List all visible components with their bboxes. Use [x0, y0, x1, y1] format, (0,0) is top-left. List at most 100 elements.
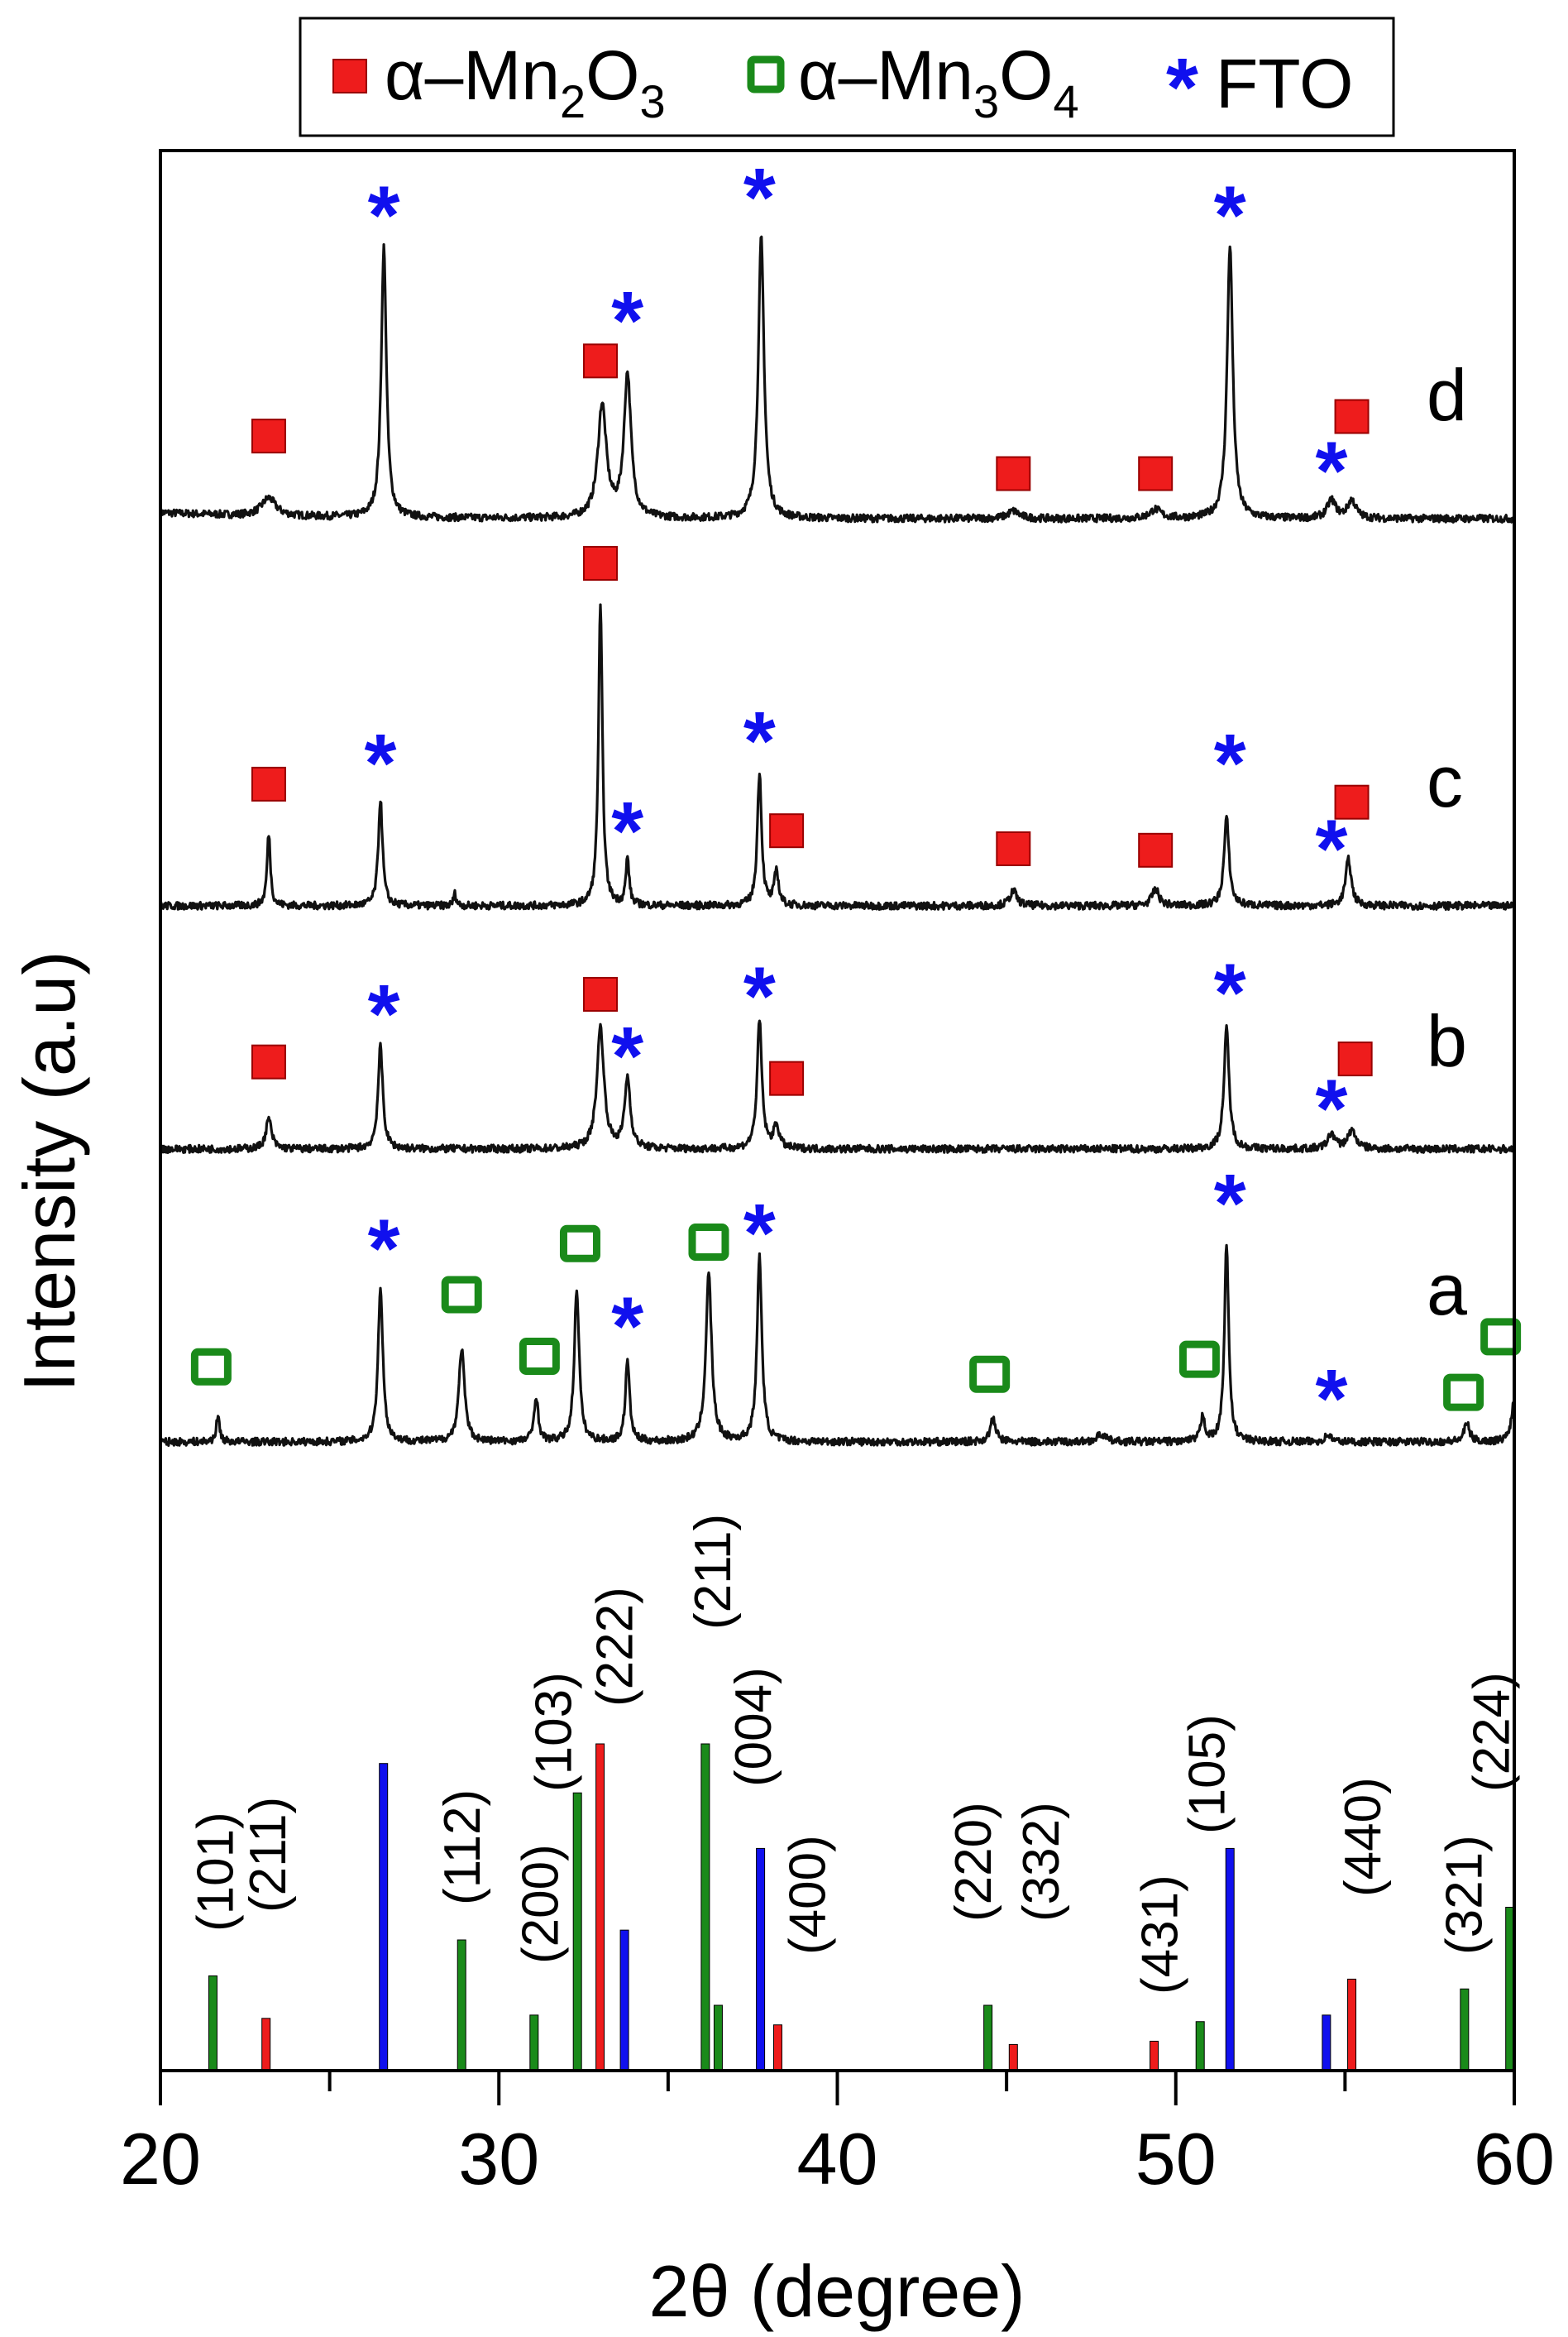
legend: α–Mn2O3 α–Mn3O4 * FTO — [299, 17, 1395, 137]
mn3o4-marker — [1480, 1318, 1522, 1356]
reference-label: (440) — [1335, 1777, 1392, 1897]
fto-star-marker: * — [743, 151, 776, 244]
reference-bar-mn3o4 — [572, 1792, 582, 2071]
reference-label: (431) — [1131, 1875, 1188, 1995]
reference-label: (200) — [512, 1844, 569, 1964]
mn2o3-marker — [1334, 784, 1370, 820]
fto-star-marker: * — [743, 695, 776, 788]
reference-label: (222) — [586, 1587, 643, 1707]
fto-star-marker: * — [1316, 1063, 1348, 1156]
reference-label: (101) — [188, 1812, 245, 1932]
fto-star-marker: * — [1316, 1353, 1348, 1445]
mn2o3-marker — [251, 1044, 286, 1080]
mn2o3-marker — [769, 813, 805, 849]
x-tick-label: 40 — [797, 2118, 878, 2200]
fto-star-marker: * — [1214, 717, 1246, 810]
x-axis-label: 2θ (degree) — [649, 2250, 1025, 2332]
reference-bar-mn2o3 — [595, 1743, 605, 2071]
reference-label: (211) — [685, 1514, 742, 1630]
reference-bar-fto — [1322, 2014, 1331, 2071]
fto-star-marker: * — [368, 170, 400, 262]
reference-label: (400) — [780, 1835, 837, 1955]
reference-bar-mn3o4 — [1460, 1988, 1470, 2071]
mn2o3-marker — [996, 831, 1031, 866]
x-tick-label: 20 — [120, 2118, 201, 2200]
reference-label: (004) — [725, 1667, 782, 1787]
x-tick-label: 30 — [458, 2118, 539, 2200]
trace-d — [159, 235, 1515, 524]
mn2o3-marker — [251, 766, 286, 802]
mn3o4-marker — [559, 1224, 600, 1262]
x-tick-label: 50 — [1135, 2118, 1217, 2200]
mn3o4-marker — [969, 1355, 1011, 1393]
legend-mn2o3-label: α–Mn2O3 — [385, 36, 666, 127]
reference-bar-mn3o4 — [700, 1743, 710, 2071]
trace-c — [159, 603, 1516, 911]
reference-label: (103) — [526, 1672, 583, 1792]
fto-star-marker: * — [368, 1202, 400, 1295]
y-axis-label: Intensity (a.u) — [8, 951, 90, 1391]
reference-bar-mn2o3 — [1150, 2040, 1159, 2071]
trace-b — [159, 1019, 1516, 1154]
reference-bar-mn3o4 — [713, 2004, 723, 2071]
trace-label-b: b — [1427, 1000, 1467, 1082]
reference-label: (220) — [945, 1802, 1002, 1922]
reference-bar-mn3o4 — [1195, 2021, 1205, 2071]
reference-label: (105) — [1179, 1714, 1236, 1834]
reference-bar-fto — [619, 1929, 629, 2071]
fto-star-marker: * — [611, 785, 643, 878]
fto-star-marker: * — [743, 1187, 776, 1280]
fto-star-marker: * — [611, 275, 643, 367]
reference-bar-mn3o4 — [983, 2004, 993, 2071]
fto-star-marker: * — [1214, 947, 1246, 1040]
fto-star-marker: * — [611, 1281, 643, 1373]
mn2o3-marker — [769, 1061, 805, 1096]
mn3o4-marker — [1178, 1340, 1220, 1378]
reference-bar-mn3o4 — [529, 2014, 539, 2071]
fto-star-marker: * — [1214, 170, 1246, 262]
reference-label: (211) — [240, 1797, 297, 1913]
reference-label: (321) — [1437, 1835, 1494, 1955]
fto-star-marker: * — [1214, 1157, 1246, 1250]
reference-label: (332) — [1013, 1802, 1070, 1922]
reference-label: (224) — [1463, 1672, 1520, 1792]
legend-fto-label: FTO — [1216, 45, 1353, 122]
reference-bar-mn2o3 — [772, 2024, 782, 2071]
mn3o4-marker — [519, 1337, 560, 1375]
trace-label-d: d — [1427, 354, 1467, 436]
mn3o4-marker — [190, 1348, 232, 1386]
reference-bar-fto — [1225, 1847, 1235, 2071]
reference-bar-mn2o3 — [1347, 1978, 1357, 2071]
fto-star-marker: * — [611, 1010, 643, 1103]
mn2o3-marker — [583, 545, 619, 581]
reference-bar-mn3o4 — [208, 1975, 218, 2071]
mn2o3-marker — [1337, 1042, 1373, 1077]
fto-star-marker: * — [1316, 424, 1348, 517]
mn3o4-marker — [688, 1223, 729, 1261]
mn2o3-marker — [1138, 832, 1174, 868]
legend-mn3o4-marker — [747, 55, 785, 93]
legend-fto-marker: * — [1166, 41, 1198, 134]
trace-a — [160, 1243, 1516, 1447]
reference-bar-mn3o4 — [457, 1939, 466, 2071]
legend-mn3o4-label: α–Mn3O4 — [798, 36, 1079, 127]
reference-bar-mn2o3 — [1008, 2043, 1018, 2071]
reference-bar-fto — [756, 1847, 766, 2071]
trace-label-a: a — [1427, 1248, 1467, 1330]
mn2o3-marker — [583, 343, 619, 379]
trace-label-c: c — [1427, 740, 1463, 822]
fto-star-marker: * — [743, 950, 776, 1042]
mn2o3-marker — [1334, 399, 1370, 434]
fto-star-marker: * — [368, 968, 400, 1061]
mn2o3-marker — [583, 976, 619, 1012]
reference-label: (112) — [434, 1789, 491, 1905]
mn3o4-marker — [1443, 1373, 1484, 1411]
reference-bar-mn2o3 — [261, 2018, 271, 2071]
reference-bar-fto — [379, 1763, 389, 2071]
legend-box — [299, 17, 1395, 137]
fto-star-marker: * — [365, 717, 397, 810]
mn2o3-marker — [1138, 456, 1174, 491]
x-tick-label: 60 — [1474, 2118, 1555, 2200]
mn2o3-marker — [251, 419, 286, 454]
